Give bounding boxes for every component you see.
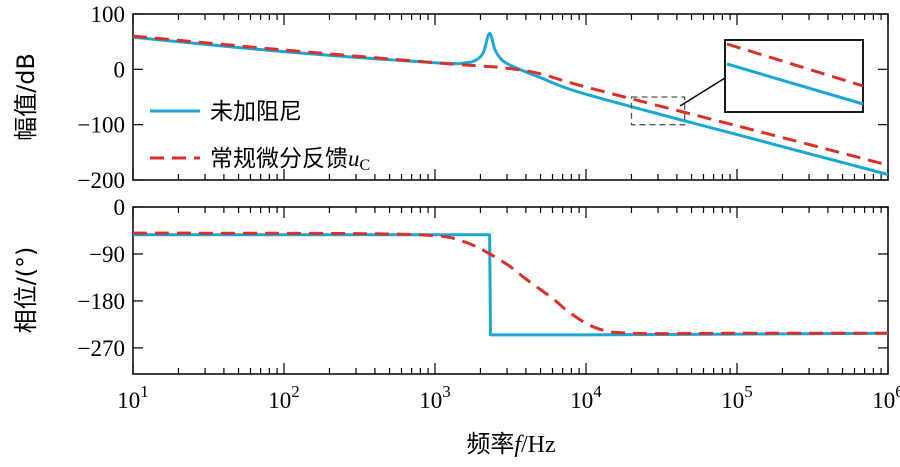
x-tick-labels: 101 102 103 104 105 106 — [117, 382, 900, 413]
x-tick-label: 101 — [117, 382, 149, 413]
phase-y-tick-label: 0 — [114, 195, 126, 220]
zoom-inset-frame — [724, 39, 864, 113]
x-tick-label: 105 — [721, 382, 753, 413]
phase-y-ticks: 0 −90 −180 −270 — [78, 195, 888, 361]
magnitude-panel: 100 0 −100 −200 幅值/dB 未加阻尼 常规微分反馈uC — [12, 2, 889, 193]
zoom-connector — [679, 77, 726, 107]
zoom-inset-undamped-line — [726, 62, 864, 106]
legend-label-feedback-var: u — [348, 146, 360, 171]
zoom-inset — [630, 39, 864, 126]
x-tick-label: 106 — [872, 382, 900, 413]
magnitude-y-tick-label: −100 — [78, 113, 125, 138]
phase-y-tick-label: −180 — [78, 289, 125, 314]
magnitude-series-feedback — [132, 34, 889, 167]
magnitude-series — [132, 31, 889, 176]
x-tick-label: 102 — [268, 382, 300, 413]
x-axis-label-main: 频率 — [466, 430, 514, 458]
legend-label-feedback: 常规微分反馈uC — [210, 146, 370, 174]
x-axis-label-unit: /Hz — [521, 432, 556, 458]
x-tick-label: 103 — [419, 382, 451, 413]
magnitude-y-ticks: 100 0 −100 −200 — [78, 2, 888, 193]
phase-y-tick-label: −90 — [89, 242, 125, 267]
x-tick-label: 104 — [570, 382, 602, 413]
x-axis-label: 频率f/Hz — [466, 430, 555, 458]
phase-x-ticks — [132, 207, 889, 374]
phase-series — [132, 231, 889, 337]
phase-series-feedback — [132, 231, 888, 336]
magnitude-y-label: 幅值/dB — [12, 53, 40, 141]
x-axis-label-var: f — [514, 432, 524, 458]
magnitude-frame — [132, 13, 889, 181]
phase-series-undamped — [133, 233, 889, 337]
legend-label-feedback-sub: C — [360, 157, 371, 174]
magnitude-y-tick-label: −200 — [78, 168, 125, 193]
phase-y-tick-label: −270 — [78, 336, 125, 361]
magnitude-y-tick-label: 0 — [114, 57, 126, 82]
zoom-inset-feedback-line — [726, 42, 864, 88]
legend-label-feedback-text: 常规微分反馈 — [210, 146, 348, 172]
magnitude-x-ticks — [132, 14, 889, 180]
phase-panel: 0 −90 −180 −270 相位/(°) — [12, 195, 889, 375]
magnitude-y-tick-label: 100 — [91, 2, 126, 27]
phase-frame — [132, 206, 889, 375]
legend-label-undamped: 未加阻尼 — [210, 99, 302, 125]
legend: 未加阻尼 常规微分反馈uC — [150, 99, 370, 174]
phase-y-label: 相位/(°) — [12, 247, 40, 334]
